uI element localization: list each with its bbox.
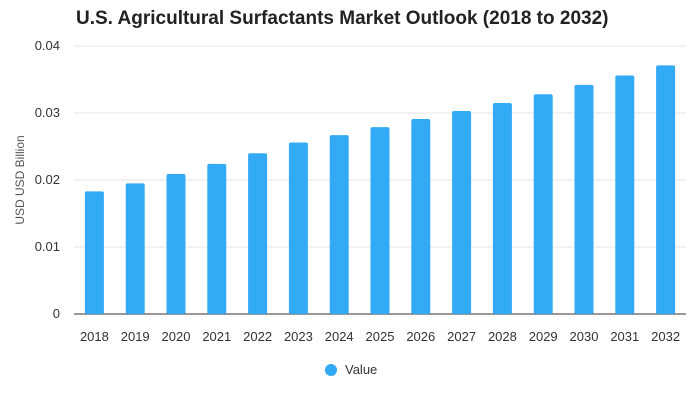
x-tick-label: 2032 (651, 329, 680, 344)
bar (533, 94, 553, 315)
bar (452, 110, 472, 315)
x-tick-label: 2025 (366, 329, 395, 344)
x-tick-label: 2024 (325, 329, 354, 344)
x-tick-label: 2026 (406, 329, 435, 344)
bar (248, 153, 268, 314)
x-tick-label: 2027 (447, 329, 476, 344)
bar (656, 65, 676, 315)
y-tick-label: 0.02 (35, 172, 60, 187)
x-tick-label: 2023 (284, 329, 313, 344)
y-tick-label: 0.01 (35, 239, 60, 254)
legend-label: Value (345, 362, 378, 377)
x-tick-label: 2018 (80, 329, 109, 344)
x-tick-label: 2022 (243, 329, 272, 344)
y-tick-label: 0 (53, 306, 60, 321)
bar (615, 75, 635, 314)
bar (492, 102, 512, 314)
legend[interactable]: Value (325, 362, 377, 377)
bar (411, 119, 431, 314)
x-tick-label: 2019 (121, 329, 150, 344)
y-tick-label: 0.03 (35, 105, 60, 120)
x-tick-label: 2021 (202, 329, 231, 344)
bar (207, 163, 227, 314)
bar (84, 191, 104, 314)
y-tick-label: 0.04 (35, 38, 60, 53)
bar (125, 183, 145, 314)
x-tick-label: 2028 (488, 329, 517, 344)
x-tick-label: 2029 (529, 329, 558, 344)
bar (574, 84, 594, 314)
chart-title: U.S. Agricultural Surfactants Market Out… (76, 8, 609, 29)
bar (166, 173, 186, 314)
x-tick-label: 2020 (162, 329, 191, 344)
bar (370, 127, 390, 314)
x-tick-label: 2031 (610, 329, 639, 344)
bar (288, 142, 308, 314)
x-tick-label: 2030 (570, 329, 599, 344)
legend-swatch (325, 363, 337, 376)
bar (329, 135, 349, 314)
